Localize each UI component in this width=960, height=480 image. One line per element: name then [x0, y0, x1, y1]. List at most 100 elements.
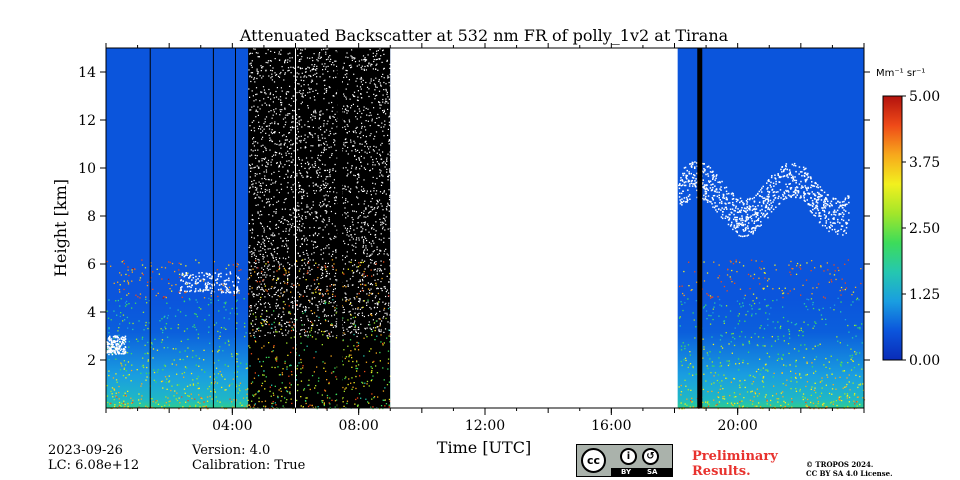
signal-dot — [255, 393, 257, 395]
signal-dot — [195, 313, 197, 316]
signal-dot — [197, 375, 199, 378]
noise-dot — [256, 70, 258, 72]
cirrus-cloud-dot — [753, 226, 755, 229]
noise-dot — [298, 157, 300, 159]
signal-dot — [284, 269, 286, 271]
noise-dot — [370, 156, 372, 158]
noise-dot — [283, 79, 285, 81]
signal-dot — [351, 366, 353, 368]
noise-dot — [289, 52, 291, 54]
noise-dot — [382, 209, 384, 211]
noise-dot — [270, 69, 272, 71]
cirrus-cloud-dot — [784, 168, 787, 170]
noise-dot — [324, 84, 326, 86]
signal-dot — [227, 339, 229, 341]
noise-dot — [381, 288, 383, 290]
signal-dot — [352, 386, 354, 388]
noise-dot — [267, 62, 269, 64]
noise-dot — [312, 74, 314, 76]
noise-dot — [273, 271, 275, 273]
cirrus-cloud-dot — [811, 205, 814, 207]
noise-dot — [345, 98, 347, 100]
noise-dot — [250, 307, 252, 309]
noise-dot — [344, 333, 346, 335]
noise-dot — [357, 173, 359, 175]
signal-dot — [859, 326, 861, 329]
noise-dot — [279, 264, 281, 266]
signal-dot — [192, 326, 194, 328]
noise-dot — [252, 229, 254, 231]
signal-dot — [757, 368, 760, 370]
signal-dot — [119, 404, 121, 406]
noise-dot — [254, 166, 256, 168]
noise-dot — [309, 270, 311, 272]
noise-dot — [249, 176, 251, 178]
signal-dot — [844, 319, 847, 321]
noise-dot — [335, 196, 337, 198]
noise-dot — [256, 187, 258, 189]
noise-dot — [276, 253, 278, 255]
noise-dot — [376, 207, 378, 209]
noise-dot — [336, 304, 338, 307]
signal-dot — [827, 269, 829, 271]
noise-dot — [298, 181, 300, 184]
noise-dot — [351, 284, 353, 286]
noise-dot — [260, 210, 262, 212]
noise-dot — [274, 131, 276, 133]
signal-dot — [772, 288, 774, 290]
noise-dot — [277, 75, 280, 77]
noise-dot — [346, 298, 348, 301]
signal-dot — [767, 318, 769, 320]
noise-dot — [375, 312, 378, 314]
signal-dot — [763, 328, 766, 330]
signal-dot — [263, 405, 265, 407]
cirrus-cloud-dot — [783, 191, 785, 193]
noise-dot — [342, 167, 344, 169]
noise-dot — [291, 126, 293, 128]
noise-dot — [379, 172, 381, 174]
noise-dot — [296, 164, 298, 166]
noise-dot — [296, 229, 298, 231]
noise-dot — [320, 144, 322, 146]
cirrus-cloud-dot — [802, 166, 805, 169]
noise-dot — [388, 237, 390, 239]
noise-dot — [373, 269, 375, 271]
noise-dot — [321, 269, 324, 271]
signal-dot — [795, 390, 798, 392]
noise-dot — [347, 83, 349, 85]
noise-dot — [306, 287, 308, 289]
noise-dot — [279, 73, 281, 75]
signal-dot — [125, 370, 127, 372]
noise-dot — [365, 229, 367, 231]
noise-dot — [260, 272, 262, 274]
signal-dot — [356, 404, 359, 407]
signal-dot — [861, 342, 863, 344]
noise-dot — [281, 135, 284, 137]
noise-dot — [278, 262, 280, 264]
noise-dot — [273, 275, 275, 277]
noise-dot — [364, 236, 366, 238]
signal-dot — [201, 369, 203, 371]
noise-dot — [384, 312, 386, 314]
noise-dot — [255, 330, 257, 333]
signal-dot — [124, 364, 127, 366]
noise-dot — [298, 73, 300, 75]
noise-dot — [299, 305, 301, 307]
signal-dot — [678, 317, 681, 319]
noise-dot — [291, 224, 293, 227]
cirrus-cloud-dot — [772, 182, 775, 184]
noise-dot — [297, 226, 299, 228]
signal-dot — [318, 316, 320, 319]
cirrus-cloud-dot — [773, 194, 776, 196]
noise-dot — [309, 70, 312, 72]
noise-dot — [260, 303, 262, 306]
noise-dot — [335, 149, 337, 152]
signal-dot — [799, 390, 801, 392]
signal-dot — [146, 376, 148, 378]
noise-dot — [382, 192, 384, 194]
signal-dot — [168, 400, 170, 403]
signal-dot — [122, 395, 125, 397]
signal-dot — [752, 400, 754, 402]
noise-dot — [263, 229, 265, 231]
signal-dot — [847, 406, 849, 408]
